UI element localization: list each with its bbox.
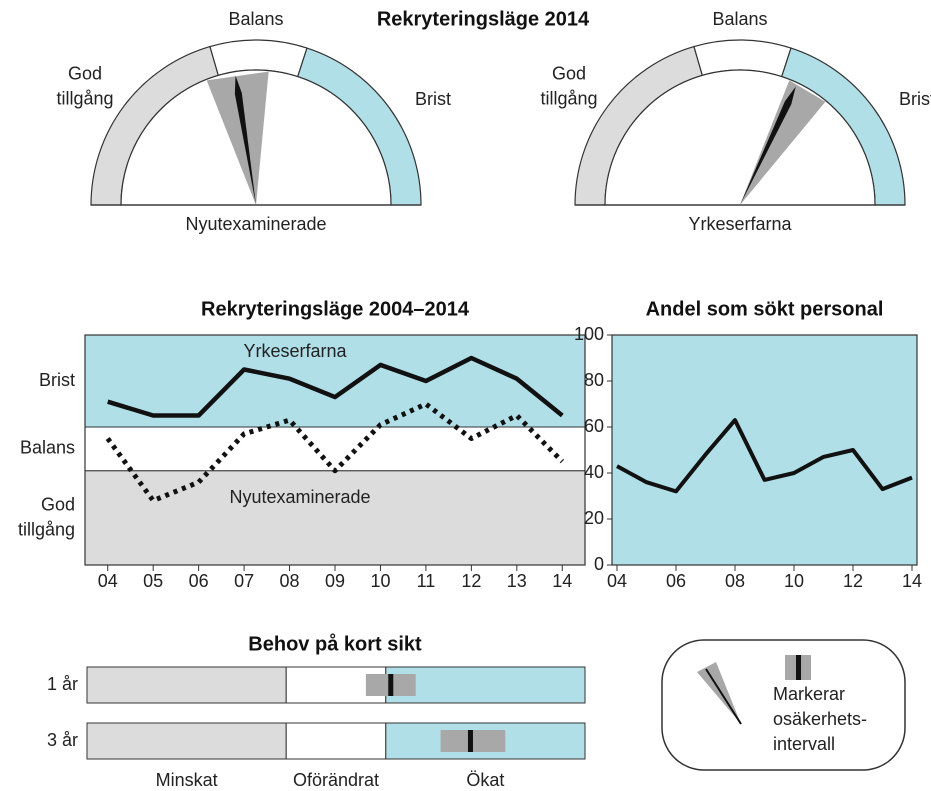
gauge-label: Yrkeserfarna — [688, 214, 792, 234]
y-tick-label: 40 — [584, 462, 604, 482]
x-tick-label: 08 — [280, 571, 300, 591]
y-tick-label: 80 — [584, 370, 604, 390]
zone-label: God tillgång — [56, 63, 113, 108]
zone-band — [385, 666, 586, 704]
legend-marker-icon — [796, 655, 801, 680]
main-title: Rekryteringsläge 2014 — [377, 8, 590, 30]
plot-background — [612, 335, 917, 565]
chart-title: Andel som sökt personal — [646, 298, 884, 320]
x-tick-label: 05 — [143, 571, 163, 591]
gauge-label: Nyutexaminerade — [185, 214, 326, 234]
zone-label: Ökat — [466, 770, 504, 790]
legend-text: Markerar — [773, 684, 845, 704]
data-line — [616, 418, 913, 494]
zone-label: Brist — [39, 370, 75, 390]
zone-band — [86, 666, 287, 704]
needle — [234, 75, 256, 206]
chart-title: Behov på kort sikt — [248, 632, 422, 655]
x-tick-label: 12 — [843, 571, 863, 591]
zone-label: Balans — [20, 438, 75, 458]
zone-band — [86, 722, 287, 760]
zone-band — [285, 722, 387, 760]
x-tick-label: 12 — [461, 571, 481, 591]
y-tick-label: 0 — [594, 554, 604, 574]
x-tick-label: 06 — [666, 571, 686, 591]
x-tick-label: 14 — [902, 571, 922, 591]
zone-band — [84, 470, 586, 566]
zone-label: God tillgång — [540, 63, 597, 108]
x-tick-label: 10 — [370, 571, 390, 591]
legend-needle-icon — [705, 668, 742, 725]
series-label: Nyutexaminerade — [229, 487, 370, 507]
zone-label: God tillgång — [18, 494, 75, 539]
zone-label: Balans — [228, 9, 283, 29]
row-label: 1 år — [47, 674, 78, 694]
zone-label: Brist — [415, 89, 451, 109]
x-tick-label: 09 — [325, 571, 345, 591]
row-label: 3 år — [47, 730, 78, 750]
x-tick-label: 08 — [725, 571, 745, 591]
uncertainty-wedge — [740, 80, 826, 205]
estimate-marker — [467, 730, 473, 752]
y-tick-label: 20 — [584, 508, 604, 528]
data-line — [105, 401, 565, 504]
chart-title: Rekryteringsläge 2004–2014 — [201, 298, 470, 320]
zone-band — [84, 426, 586, 472]
x-tick-label: 04 — [607, 571, 627, 591]
x-tick-label: 04 — [98, 571, 118, 591]
legend-text: intervall — [773, 734, 835, 754]
y-tick-label: 100 — [574, 324, 604, 344]
estimate-marker — [388, 674, 394, 696]
zone-label: Brist — [899, 89, 931, 109]
zone-label: Oförändrat — [293, 770, 379, 790]
needle — [740, 86, 796, 205]
data-line — [107, 355, 564, 418]
x-tick-label: 11 — [417, 571, 436, 591]
zone-label: Balans — [712, 9, 767, 29]
zone-band — [84, 334, 586, 428]
x-tick-label: 07 — [234, 571, 254, 591]
zone-label: Minskat — [156, 770, 218, 790]
legend-text: osäkerhets- — [773, 709, 867, 729]
x-tick-label: 06 — [189, 571, 209, 591]
x-tick-label: 10 — [784, 571, 804, 591]
x-tick-label: 14 — [552, 571, 572, 591]
plot-border — [611, 334, 918, 566]
series-label: Yrkeserfarna — [243, 341, 347, 361]
uncertainty-wedge — [206, 71, 269, 205]
x-tick-label: 13 — [507, 571, 527, 591]
y-tick-label: 60 — [584, 416, 604, 436]
legend-box — [661, 639, 906, 771]
